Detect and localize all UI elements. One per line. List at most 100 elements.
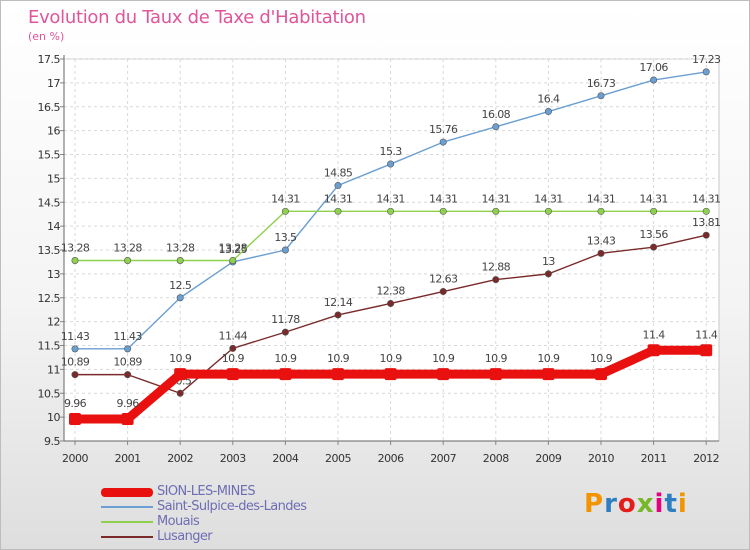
data-label: 13 (542, 255, 555, 268)
data-point (650, 207, 658, 215)
y-grid: 9.5 10 10.5 11 11.5 12 12.5 13 13.5 14 14.5 15 15.5 1… (38, 53, 719, 448)
legend-swatch (101, 536, 153, 538)
data-label: 16.4 (537, 93, 560, 106)
proxiti-logo: Proxiti (584, 489, 688, 519)
y-tick-label: 16 (47, 125, 60, 138)
y-tick-label: 10 (47, 411, 60, 424)
data-point (334, 311, 342, 319)
x-tick-label: 2011 (641, 452, 667, 465)
data-label: 16.08 (482, 108, 511, 121)
data-point (544, 207, 552, 215)
data-point (279, 368, 292, 381)
data-label: 10.89 (113, 356, 142, 369)
data-label: 13.81 (692, 216, 721, 229)
data-label: 11.4 (695, 328, 718, 341)
data-label: 14.31 (534, 192, 563, 205)
y-tick-label: 16.5 (38, 101, 61, 114)
data-point (229, 344, 237, 352)
data-point (71, 371, 79, 379)
y-tick-label: 14.5 (38, 196, 61, 209)
data-label: 12.14 (324, 296, 353, 309)
y-tick-label: 17.5 (38, 53, 61, 66)
data-point (544, 108, 552, 116)
data-point (281, 328, 289, 336)
y-tick-label: 15.5 (38, 149, 61, 162)
y-tick-label: 15 (47, 172, 60, 185)
data-point (384, 368, 397, 381)
data-point (597, 249, 605, 257)
data-point (650, 76, 658, 84)
data-point (702, 68, 710, 76)
data-label: 14.31 (639, 192, 668, 205)
chart-subtitle: (en %) (28, 30, 65, 43)
legend-label: Saint-Sulpice-des-Landes (157, 499, 307, 514)
data-point (492, 123, 500, 131)
data-point (124, 371, 132, 379)
data-point (281, 246, 289, 254)
series-0: 9.96 9.96 10.9 10.9 10.9 10.9 10.9 10.9 10.9 10.9… (64, 328, 718, 426)
data-label: 11.78 (271, 313, 300, 326)
data-point (489, 368, 502, 381)
data-point (492, 207, 500, 215)
data-point (544, 270, 552, 278)
data-label: 14.31 (692, 192, 721, 205)
chart-title: Evolution du Taux de Taxe d'Habitation (28, 7, 366, 28)
data-point (334, 182, 342, 190)
data-label: 14.31 (376, 192, 405, 205)
legend-swatch (101, 521, 153, 523)
data-label: 9.96 (64, 397, 87, 410)
data-point (439, 207, 447, 215)
data-label: 15.76 (429, 123, 458, 136)
x-tick-label: 2009 (535, 452, 561, 465)
data-point (387, 299, 395, 307)
logo-letter: i (654, 489, 665, 519)
data-point (597, 207, 605, 215)
data-point (702, 207, 710, 215)
data-point (647, 344, 660, 357)
data-label: 10.9 (327, 352, 350, 365)
data-point (700, 344, 713, 357)
legend-label: SION-LES-MINES (157, 484, 256, 499)
x-tick-label: 2001 (115, 452, 141, 465)
data-label: 16.73 (587, 77, 616, 90)
data-label: 13.28 (113, 242, 142, 255)
data-point (597, 92, 605, 100)
x-tick-label: 2008 (483, 452, 509, 465)
data-label: 14.31 (429, 192, 458, 205)
data-label: 10.9 (590, 352, 613, 365)
data-label: 11.43 (61, 330, 90, 343)
data-label: 12.38 (376, 284, 405, 297)
data-label: 14.31 (324, 192, 353, 205)
logo-letter: t (664, 489, 678, 519)
data-label: 10.9 (537, 352, 560, 365)
data-label: 11.4 (643, 328, 666, 341)
data-label: 10.9 (274, 352, 297, 365)
data-point (437, 368, 450, 381)
x-tick-label: 2003 (220, 452, 246, 465)
data-label: 13.28 (166, 242, 195, 255)
data-label: 14.31 (271, 192, 300, 205)
data-label: 14.85 (324, 167, 353, 180)
x-tick-label: 2000 (62, 452, 88, 465)
x-tick-label: 2004 (272, 452, 298, 465)
data-point (226, 368, 239, 381)
x-tick-label: 2002 (167, 452, 193, 465)
data-point (439, 138, 447, 146)
x-tick-label: 2010 (588, 452, 614, 465)
data-label: 13.5 (274, 231, 297, 244)
data-point (650, 243, 658, 251)
data-label: 14.31 (482, 192, 511, 205)
data-point (334, 207, 342, 215)
series-2: 13.28 13.28 13.28 13.28 14.31 14.31 14.31 14.31… (61, 192, 721, 265)
data-label: 11.43 (113, 330, 142, 343)
data-label: 10.9 (485, 352, 508, 365)
data-point (71, 257, 79, 265)
data-label: 13.56 (639, 228, 668, 241)
y-tick-label: 9.5 (44, 435, 60, 448)
data-label: 9.96 (117, 397, 140, 410)
data-point (281, 207, 289, 215)
data-point (124, 345, 132, 353)
data-point (542, 368, 555, 381)
